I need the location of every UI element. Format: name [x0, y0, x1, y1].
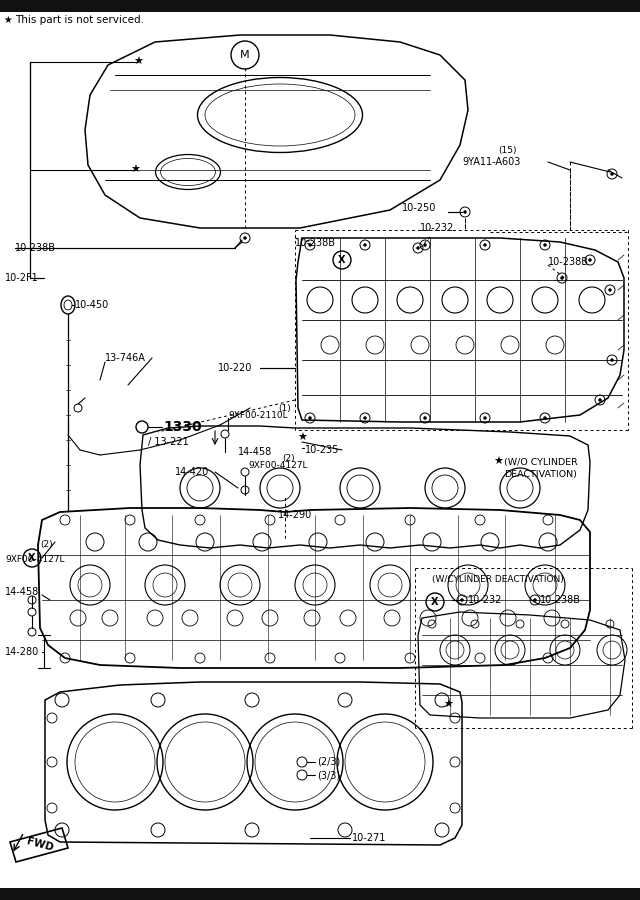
Text: 14-458: 14-458	[238, 447, 272, 457]
Circle shape	[308, 417, 312, 419]
Text: (2): (2)	[40, 541, 52, 550]
Text: (15): (15)	[498, 146, 516, 155]
Text: 10-238B: 10-238B	[15, 243, 56, 253]
Text: (1): (1)	[278, 403, 291, 412]
Circle shape	[543, 244, 547, 247]
Text: This part is not serviced.: This part is not serviced.	[15, 15, 144, 25]
Text: DEACTIVATION): DEACTIVATION)	[504, 470, 577, 479]
Text: (2): (2)	[282, 454, 294, 463]
Text: (W/CYLINDER DEACTIVATION): (W/CYLINDER DEACTIVATION)	[432, 575, 564, 584]
Text: 14-290: 14-290	[278, 510, 312, 520]
Text: ★: ★	[297, 433, 307, 443]
Text: 9XF00-2110L: 9XF00-2110L	[228, 411, 287, 420]
Text: FWD: FWD	[26, 837, 54, 853]
Text: X: X	[339, 255, 346, 265]
Circle shape	[483, 417, 486, 419]
Circle shape	[561, 276, 563, 280]
Text: 14-280: 14-280	[5, 647, 39, 657]
Text: 1330: 1330	[163, 420, 202, 434]
Text: ★: ★	[130, 165, 140, 175]
Text: 9YA11-A603: 9YA11-A603	[462, 157, 520, 167]
Text: ★: ★	[493, 457, 503, 467]
Text: 13-746A: 13-746A	[105, 353, 146, 363]
Text: 10-235: 10-235	[305, 445, 339, 455]
Circle shape	[424, 244, 426, 247]
Circle shape	[364, 244, 367, 247]
Text: 10-2F1: 10-2F1	[5, 273, 39, 283]
Text: X: X	[431, 597, 439, 607]
Text: 9XF00-4127L: 9XF00-4127L	[248, 462, 307, 471]
Circle shape	[417, 247, 419, 249]
Circle shape	[463, 211, 467, 213]
Text: 14-420: 14-420	[175, 467, 209, 477]
Text: 14-458: 14-458	[5, 587, 39, 597]
Circle shape	[243, 237, 246, 239]
Circle shape	[611, 358, 614, 362]
Text: 10-232: 10-232	[420, 223, 454, 233]
Circle shape	[461, 598, 463, 601]
Text: 9XF00-4127L: 9XF00-4127L	[5, 555, 65, 564]
Text: 10-450: 10-450	[75, 300, 109, 310]
Circle shape	[598, 399, 602, 401]
Circle shape	[424, 417, 426, 419]
Circle shape	[483, 244, 486, 247]
Circle shape	[611, 173, 614, 176]
Text: ★: ★	[133, 57, 143, 67]
Text: X: X	[28, 553, 36, 563]
Text: 10-220: 10-220	[218, 363, 252, 373]
Circle shape	[609, 289, 611, 292]
Circle shape	[543, 417, 547, 419]
Circle shape	[308, 244, 312, 247]
Text: ★: ★	[4, 15, 12, 25]
Bar	[0, 888, 640, 900]
Circle shape	[534, 598, 536, 601]
Circle shape	[589, 258, 591, 262]
Text: 10-238B: 10-238B	[540, 595, 581, 605]
Text: (W/O CYLINDER: (W/O CYLINDER	[504, 457, 578, 466]
Bar	[0, 0, 640, 12]
Text: (2/3): (2/3)	[317, 757, 340, 767]
Text: M: M	[240, 50, 250, 60]
Text: / 13-221: / 13-221	[148, 437, 189, 447]
Text: (3/3): (3/3)	[317, 770, 340, 780]
Text: 10-238B: 10-238B	[295, 238, 336, 248]
Text: 10-232: 10-232	[468, 595, 502, 605]
Text: 10-238B: 10-238B	[548, 257, 589, 267]
Text: 10-271: 10-271	[352, 833, 387, 843]
Circle shape	[364, 417, 367, 419]
Text: 10-250: 10-250	[402, 203, 436, 213]
Text: ★: ★	[443, 700, 453, 710]
